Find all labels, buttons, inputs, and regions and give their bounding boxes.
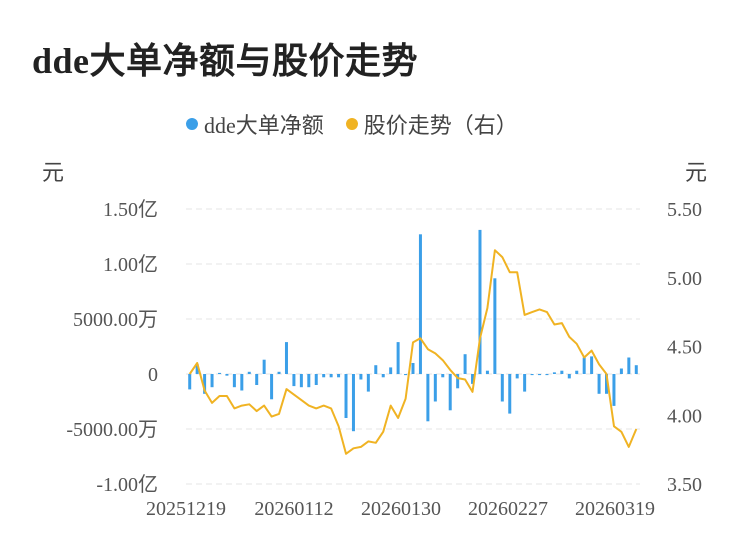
right-tick-label: 4.50 [667, 337, 702, 359]
dde-bar [538, 374, 542, 376]
x-tick-label: 20260130 [361, 498, 441, 520]
dde-bar [404, 374, 408, 376]
dde-bar [471, 374, 475, 384]
dde-bar [612, 374, 616, 406]
dde-bar [314, 374, 318, 385]
dde-bar [485, 370, 489, 374]
left-tick-label: 0 [148, 364, 158, 386]
price-line [188, 249, 638, 455]
dde-bar [441, 374, 445, 378]
dde-bar [396, 342, 400, 374]
dde-bar [448, 374, 452, 411]
dde-bar [359, 374, 363, 380]
x-tick-label: 20260112 [254, 498, 333, 520]
dde-bar [560, 370, 564, 374]
left-tick-label: 5000.00万 [73, 309, 158, 331]
legend-dot-dde [186, 118, 198, 130]
dde-bar [582, 357, 586, 374]
dde-bar [366, 374, 370, 392]
dde-bar [307, 374, 311, 388]
legend-item-price[interactable]: 股价走势（右） [345, 108, 518, 140]
legend-label-price: 股价走势（右） [363, 113, 518, 138]
dde-bar [322, 374, 326, 378]
left-tick-label: -5000.00万 [66, 419, 158, 441]
left-axis-unit: 元 [42, 160, 65, 185]
dde-bar [567, 374, 571, 379]
dde-bar [374, 365, 378, 374]
dde-bar [411, 363, 415, 374]
dde-bar [552, 372, 556, 374]
dde-bar [433, 374, 437, 402]
dde-bar [247, 371, 251, 374]
dde-bar [210, 374, 214, 388]
dde-bar [217, 372, 221, 374]
dde-bar [456, 374, 460, 389]
dde-bar [195, 364, 199, 374]
dde-bar [270, 374, 274, 400]
dde-bar [545, 374, 549, 376]
dde-bar [530, 374, 534, 376]
dde-bar [575, 370, 579, 374]
legend-item-dde[interactable]: dde大单净额 [186, 108, 324, 140]
dde-bar [627, 357, 631, 374]
dde-bar [597, 374, 601, 394]
dde-bar [500, 374, 504, 402]
left-tick-label: 1.50亿 [103, 198, 158, 221]
dde-bar [188, 374, 192, 390]
legend-label-dde: dde大单净额 [204, 113, 324, 138]
dde-bar [389, 367, 393, 374]
dde-bar [515, 374, 519, 379]
dde-bar [418, 234, 422, 374]
chart-legend: dde大单净额 股价走势（右） [186, 108, 518, 140]
left-tick-label: -1.00亿 [96, 473, 158, 496]
dde-bar [292, 374, 296, 387]
dde-bar [351, 374, 355, 432]
right-axis-unit: 元 [685, 160, 708, 185]
dde-bar [344, 374, 348, 418]
left-tick-label: 1.00亿 [103, 253, 158, 276]
right-tick-label: 4.00 [667, 405, 702, 427]
dde-bar [203, 374, 207, 394]
dde-bar [299, 374, 303, 388]
dde-bar [463, 354, 467, 374]
x-tick-label: 20251219 [146, 498, 226, 520]
dde-bar [619, 368, 623, 374]
right-tick-label: 5.50 [667, 199, 702, 221]
dde-bar [284, 342, 288, 374]
dde-bar [262, 359, 266, 374]
chart-title: dde大单净额与股价走势 [32, 41, 419, 81]
x-tick-label: 20260319 [575, 498, 655, 520]
x-tick-label: 20260227 [468, 498, 548, 520]
dde-bar [232, 374, 236, 388]
dde-bar [277, 371, 281, 374]
right-tick-label: 3.50 [667, 474, 702, 496]
legend-dot-price [345, 118, 358, 130]
dde-bar [337, 374, 341, 378]
dde-bar [523, 374, 527, 392]
dde-bar [478, 229, 482, 374]
dde-bar [426, 374, 430, 422]
dde-bar [240, 374, 244, 391]
dde-bar [634, 365, 638, 374]
dde-bar [493, 278, 497, 374]
dde-bar [381, 374, 385, 378]
right-tick-label: 5.00 [667, 268, 702, 290]
dde-bar [605, 374, 609, 394]
dde-bar [225, 374, 229, 376]
dde-bar [508, 374, 512, 414]
dde-bar [329, 374, 333, 378]
dde-bar [590, 356, 594, 374]
dde-bar [255, 374, 259, 385]
